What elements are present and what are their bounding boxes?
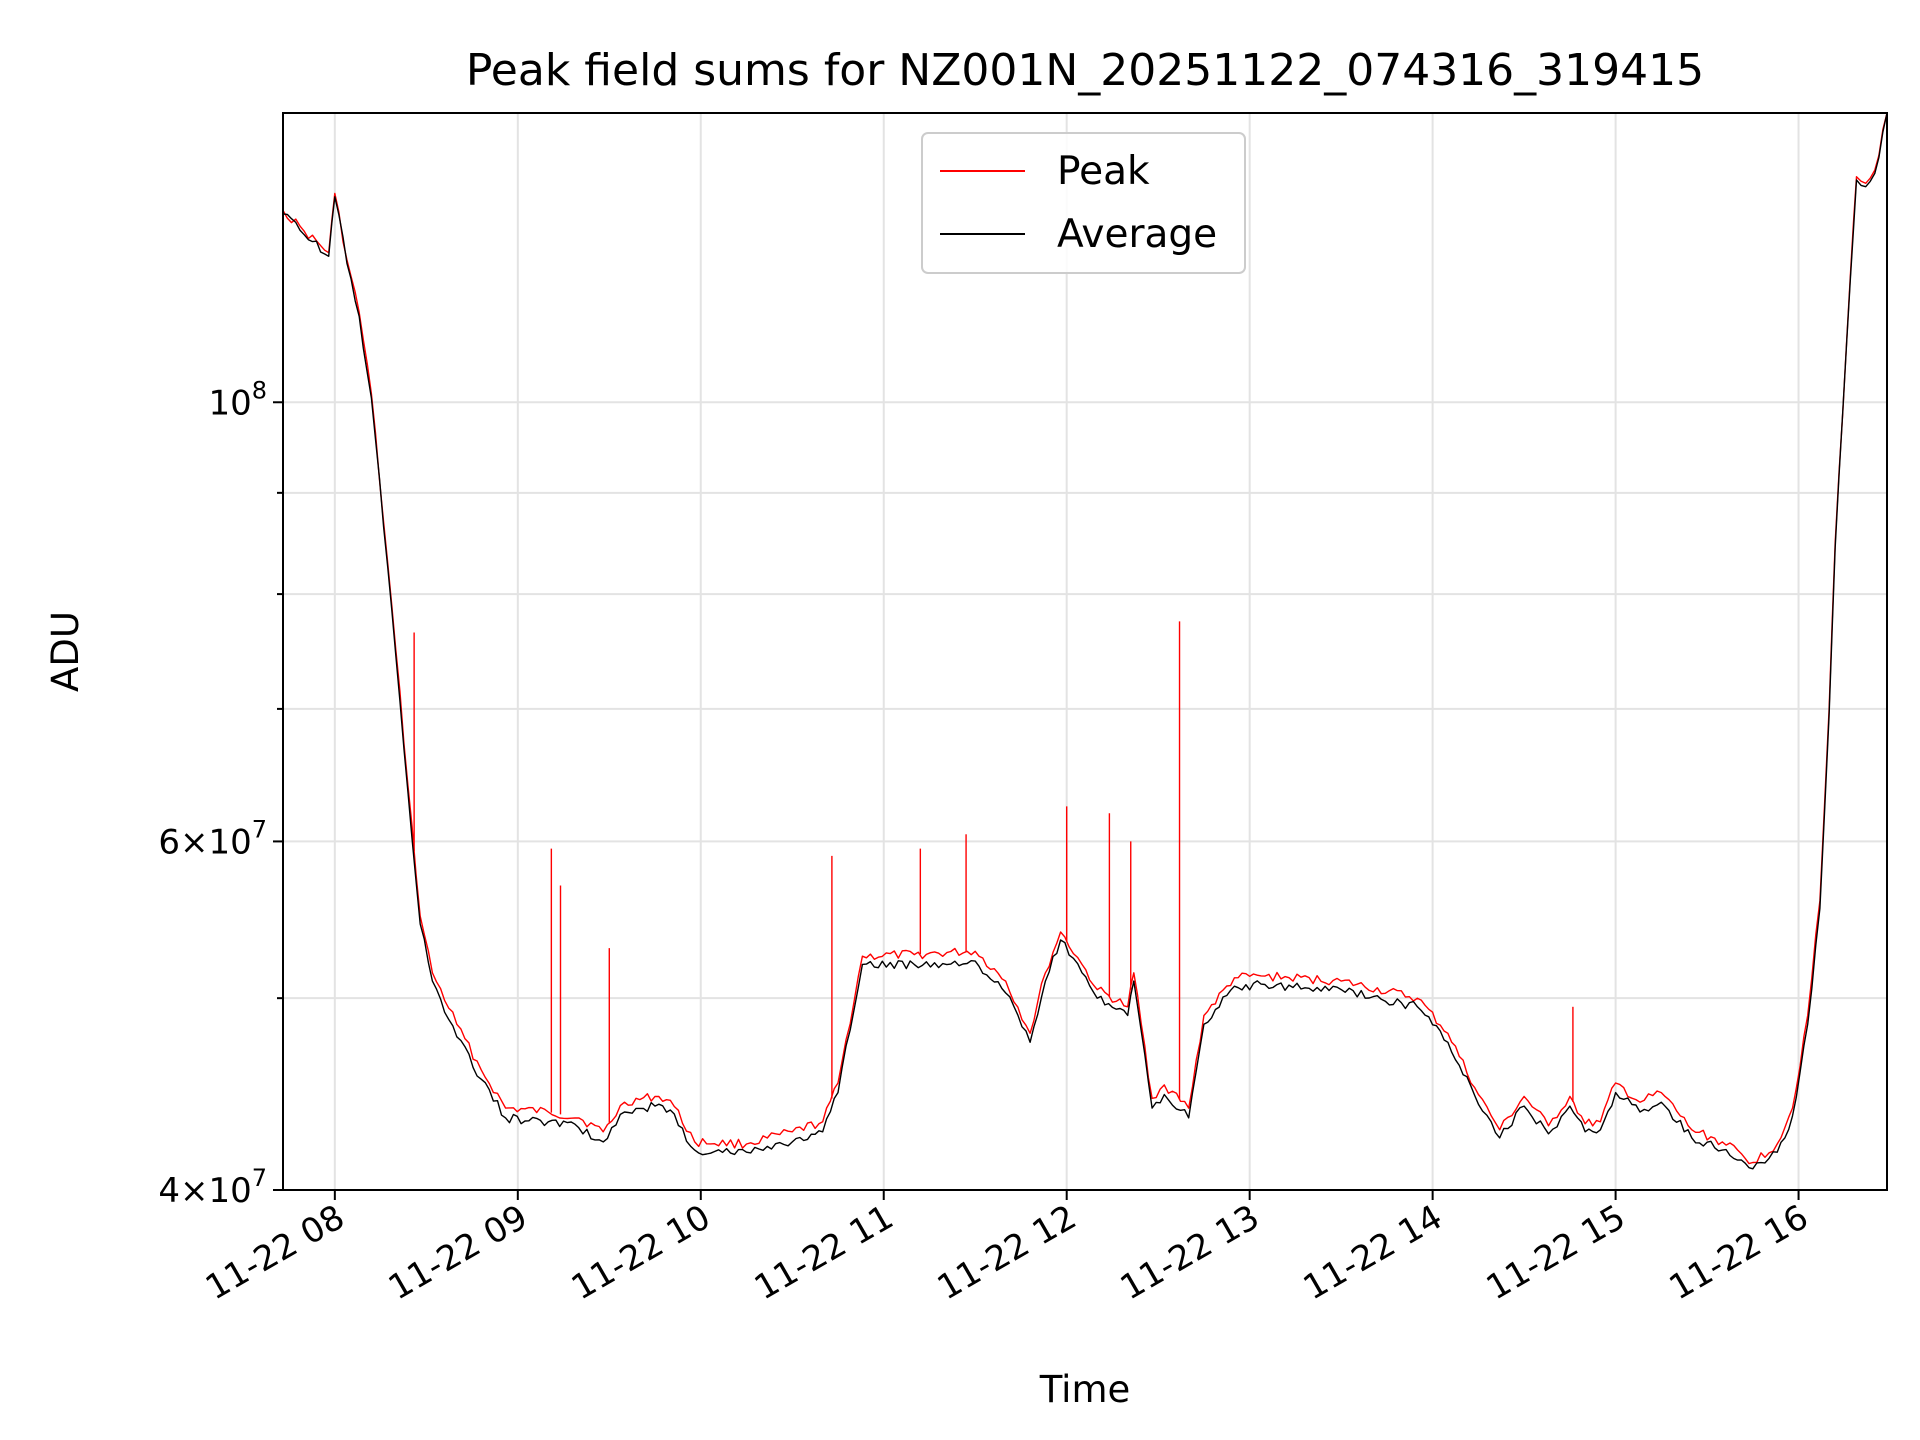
- y-axis-label: ADU: [44, 611, 87, 692]
- legend-box: [921, 132, 1246, 274]
- series-line-average: [282, 112, 1888, 1170]
- legend: Peak Average: [921, 132, 1246, 274]
- series-line-peak: [282, 112, 1888, 1165]
- legend-label-average: Average: [1057, 212, 1217, 257]
- chart-title: Peak field sums for NZ001N_20251122_0743…: [466, 45, 1704, 96]
- y-tick-label: 6×107: [158, 815, 267, 862]
- legend-label-peak: Peak: [1057, 149, 1150, 194]
- x-axis-label: Time: [1039, 1368, 1131, 1411]
- grid: [283, 113, 1887, 1190]
- y-tick-label: 4×107: [158, 1164, 267, 1211]
- plot-frame: [282, 112, 1888, 1191]
- plot-series: [282, 112, 1888, 1170]
- y-tick-label: 108: [208, 376, 267, 423]
- y-axis-ticks: 4×107 6×107 108: [158, 376, 283, 1211]
